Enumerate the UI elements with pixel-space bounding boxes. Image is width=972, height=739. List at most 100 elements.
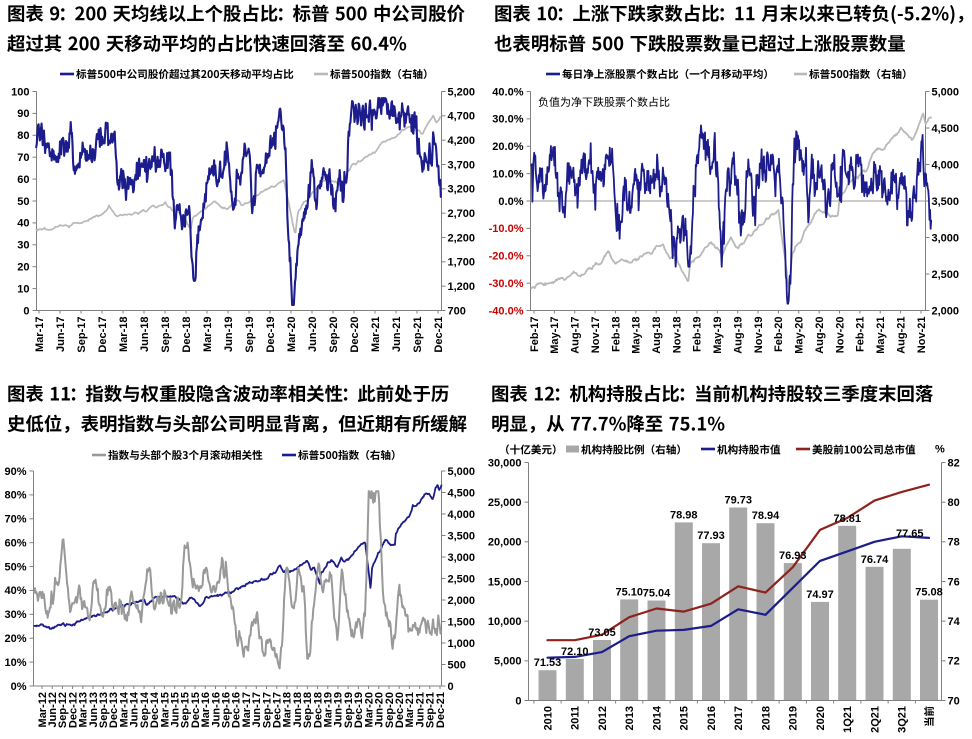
svg-text:Sep-20: Sep-20 [384,692,396,728]
svg-text:Mar-19: Mar-19 [323,692,335,727]
svg-text:4,700: 4,700 [448,111,476,123]
svg-text:40: 40 [17,218,29,230]
svg-text:30: 30 [17,240,29,252]
svg-text:70: 70 [17,152,29,164]
svg-text:90: 90 [17,108,29,120]
svg-text:78.94: 78.94 [752,510,780,522]
svg-text:Jun-19: Jun-19 [223,317,235,352]
svg-text:Dec-19: Dec-19 [265,317,277,353]
svg-text:2019: 2019 [788,706,800,730]
svg-text:-30.0%: -30.0% [489,278,524,290]
svg-text:30%: 30% [4,609,26,621]
svg-text:4,000: 4,000 [448,509,476,521]
svg-text:1,700: 1,700 [448,257,476,269]
svg-text:5,000: 5,000 [494,656,522,668]
svg-text:Mar-17: Mar-17 [241,692,253,727]
svg-text:76: 76 [948,576,960,588]
svg-text:Sep-21: Sep-21 [425,692,437,728]
svg-text:Feb-18: Feb-18 [610,317,622,352]
svg-text:700: 700 [448,305,466,317]
svg-text:Sep-13: Sep-13 [98,692,110,728]
svg-text:82: 82 [948,457,960,469]
svg-text:76.93: 76.93 [779,550,807,562]
svg-text:3,500: 3,500 [448,530,476,542]
svg-text:75.04: 75.04 [643,588,671,600]
svg-text:10.0%: 10.0% [492,168,523,180]
svg-text:Mar-19: Mar-19 [202,317,214,352]
svg-text:77.65: 77.65 [896,528,924,540]
svg-text:May-20: May-20 [794,317,806,354]
svg-text:74.97: 74.97 [806,589,834,601]
svg-text:80: 80 [948,497,960,509]
svg-text:May-18: May-18 [631,317,643,354]
svg-text:0: 0 [23,305,29,317]
svg-text:2,000: 2,000 [932,305,960,317]
svg-text:2015: 2015 [679,706,691,730]
svg-text:Nov-20: Nov-20 [834,317,846,354]
svg-text:Jun-17: Jun-17 [55,317,67,352]
svg-text:75.10: 75.10 [615,586,643,598]
svg-text:Sep-19: Sep-19 [343,692,355,728]
svg-text:Jun-21: Jun-21 [391,317,403,352]
svg-text:Sep-19: Sep-19 [244,317,256,353]
svg-text:Jun-17: Jun-17 [251,692,263,727]
svg-text:3Q21: 3Q21 [897,706,909,733]
svg-text:2,200: 2,200 [448,232,476,244]
svg-text:2,500: 2,500 [932,269,960,281]
svg-text:71.53: 71.53 [534,657,562,669]
svg-text:May-19: May-19 [712,317,724,354]
svg-text:Feb-20: Feb-20 [773,317,785,352]
svg-text:70%: 70% [4,514,26,526]
svg-text:Sep-18: Sep-18 [160,317,172,353]
svg-text:Aug-17: Aug-17 [570,317,582,354]
svg-text:-10.0%: -10.0% [489,223,524,235]
svg-text:Jun-18: Jun-18 [292,692,304,727]
svg-text:75.08: 75.08 [915,587,943,599]
svg-text:1,500: 1,500 [448,616,476,628]
svg-text:Sep-21: Sep-21 [412,317,424,353]
svg-text:77.93: 77.93 [697,530,725,542]
svg-text:2013: 2013 [624,706,636,730]
svg-text:2,700: 2,700 [448,208,476,220]
svg-text:Mar-18: Mar-18 [282,692,294,727]
svg-text:3,700: 3,700 [448,159,476,171]
svg-text:0.0%: 0.0% [498,196,523,208]
svg-text:2020: 2020 [815,706,827,730]
svg-text:Sep-12: Sep-12 [57,692,69,728]
svg-text:40.0%: 40.0% [492,86,523,98]
svg-text:90%: 90% [4,466,26,478]
svg-text:4,000: 4,000 [932,159,960,171]
svg-text:0: 0 [515,695,521,707]
svg-text:Mar-20: Mar-20 [363,692,375,727]
svg-text:Mar-13: Mar-13 [78,692,90,727]
svg-text:Nov-21: Nov-21 [916,317,928,354]
svg-text:Dec-17: Dec-17 [272,692,284,728]
svg-text:Sep-20: Sep-20 [328,317,340,353]
svg-text:%: % [935,444,945,456]
svg-text:Dec-21: Dec-21 [435,692,447,728]
svg-text:Dec-19: Dec-19 [353,692,365,728]
svg-text:Aug-20: Aug-20 [814,317,826,354]
svg-text:73.05: 73.05 [588,627,616,639]
svg-text:2012: 2012 [597,706,609,730]
svg-text:Feb-17: Feb-17 [529,317,541,352]
svg-text:100: 100 [11,86,29,98]
svg-text:Nov-18: Nov-18 [671,317,683,354]
svg-text:Mar-14: Mar-14 [118,691,130,727]
svg-text:Mar-21: Mar-21 [404,692,416,727]
svg-text:5,000: 5,000 [448,466,476,478]
svg-text:70: 70 [948,695,960,707]
svg-text:Dec-14: Dec-14 [149,691,161,728]
svg-text:2,500: 2,500 [448,573,476,585]
svg-text:3,000: 3,000 [448,552,476,564]
svg-text:20,000: 20,000 [488,537,522,549]
svg-text:Dec-18: Dec-18 [312,692,324,728]
svg-text:20.0%: 20.0% [492,141,523,153]
svg-text:Jun-15: Jun-15 [169,692,181,727]
svg-text:78.81: 78.81 [833,513,861,525]
svg-text:Jun-13: Jun-13 [88,692,100,727]
svg-text:1,000: 1,000 [448,638,476,650]
svg-text:Sep-18: Sep-18 [302,692,314,728]
svg-text:25,000: 25,000 [488,497,522,509]
svg-text:4,500: 4,500 [932,123,960,135]
